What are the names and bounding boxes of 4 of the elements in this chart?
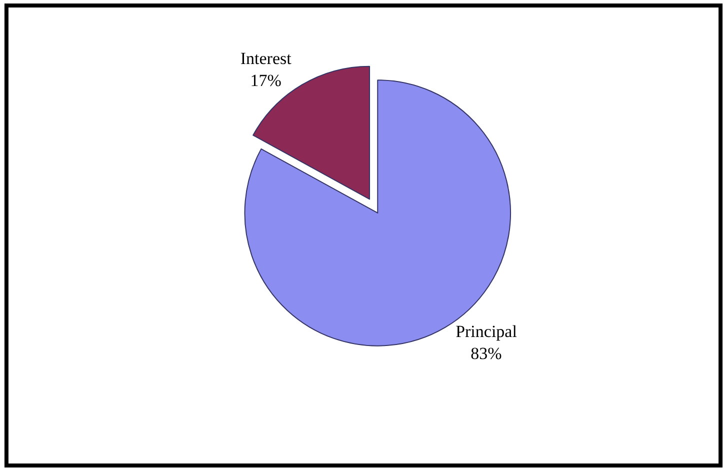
- slice-label: Interest: [240, 49, 292, 68]
- slice-label: Principal: [456, 322, 518, 342]
- data-label: 17%: [250, 71, 282, 90]
- data-label: 83%: [470, 344, 502, 364]
